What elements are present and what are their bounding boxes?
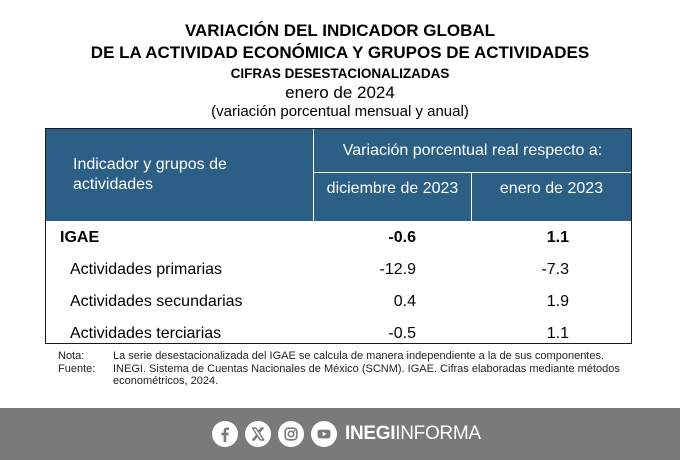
title-block: VARIACIÓN DEL INDICADOR GLOBAL DE LA ACT… bbox=[0, 20, 680, 120]
table-header: Indicador y grupos de actividades Variac… bbox=[46, 129, 631, 221]
row-name: Actividades secundarias bbox=[70, 293, 243, 310]
brand-bold: INEGI bbox=[345, 423, 396, 444]
header-december: diciembre de 2023 bbox=[326, 180, 459, 197]
notes: Nota: La serie desestacionalizada del IG… bbox=[58, 350, 648, 388]
row-name: Actividades primarias bbox=[70, 261, 223, 278]
note-label: Nota: bbox=[58, 350, 85, 362]
row-name: IGAE bbox=[60, 229, 100, 246]
table-row: IGAE -0.6 1.1 bbox=[46, 224, 631, 254]
row-value-december: -0.6 bbox=[388, 229, 416, 246]
footer-bar: INEGIINFORMA bbox=[0, 408, 680, 460]
row-value-january: -7.3 bbox=[541, 261, 569, 278]
brand-light: INFORMA bbox=[395, 423, 481, 444]
header-group: Variación porcentual real respecto a: bbox=[342, 142, 603, 159]
data-table: Indicador y grupos de actividades Variac… bbox=[45, 128, 632, 344]
note-row: Nota: La serie desestacionalizada del IG… bbox=[58, 350, 648, 363]
table-row: Actividades primarias -12.9 -7.3 bbox=[46, 256, 631, 286]
row-value-january: 1.9 bbox=[546, 293, 569, 310]
header-divider-horizontal bbox=[314, 172, 631, 173]
source-label: Fuente: bbox=[58, 362, 96, 375]
title-line-1: VARIACIÓN DEL INDICADOR GLOBAL bbox=[184, 21, 496, 40]
row-value-december: 0.4 bbox=[393, 293, 416, 310]
header-divider bbox=[313, 129, 314, 221]
table-row: Actividades terciarias -0.5 1.1 bbox=[46, 320, 631, 350]
subtitle: CIFRAS DESESTACIONALIZADAS bbox=[230, 66, 450, 81]
source-row: Fuente: INEGI. Sistema de Cuentas Nacion… bbox=[58, 363, 648, 388]
table-row: Actividades secundarias 0.4 1.9 bbox=[46, 288, 631, 318]
title-line-2: DE LA ACTIVIDAD ECONÓMICA Y GRUPOS DE AC… bbox=[90, 43, 590, 62]
title-note: (variación porcentual mensual y anual) bbox=[211, 103, 469, 120]
note-text: La serie desestacionalizada del IGAE se … bbox=[113, 350, 605, 362]
x-icon[interactable] bbox=[245, 421, 271, 447]
row-value-january: 1.1 bbox=[546, 229, 569, 246]
period: enero de 2024 bbox=[285, 83, 395, 102]
header-divider-2 bbox=[471, 173, 472, 221]
brand-logo: INEGIINFORMA bbox=[345, 422, 481, 446]
row-value-december: -0.5 bbox=[388, 325, 416, 342]
row-value-december: -12.9 bbox=[379, 261, 416, 278]
header-indicator: Indicador y grupos de actividades bbox=[73, 156, 227, 193]
facebook-icon[interactable] bbox=[212, 421, 238, 447]
row-value-january: 1.1 bbox=[546, 325, 569, 342]
social-icons bbox=[212, 421, 344, 447]
instagram-icon[interactable] bbox=[278, 421, 304, 447]
row-name: Actividades terciarias bbox=[70, 325, 222, 342]
header-january: enero de 2023 bbox=[499, 180, 604, 197]
youtube-icon[interactable] bbox=[311, 421, 337, 447]
source-text: INEGI. Sistema de Cuentas Nacionales de … bbox=[113, 362, 620, 388]
